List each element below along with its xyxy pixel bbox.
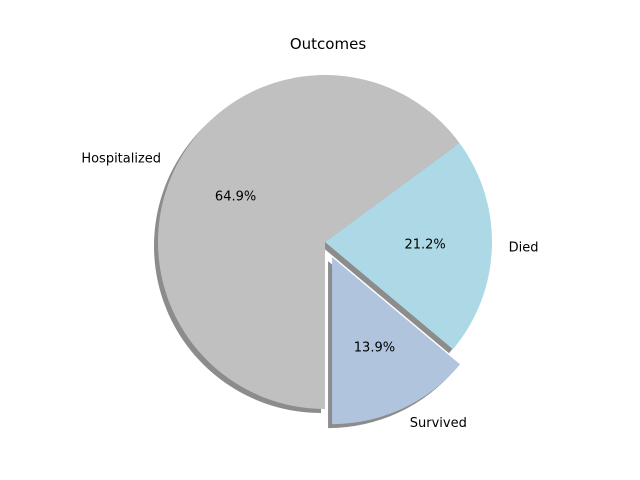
slice-label-died: Died <box>509 240 539 255</box>
percent-label-hospitalized: 64.9% <box>215 189 256 204</box>
chart-title: Outcomes <box>290 35 366 53</box>
pie-slice-survived <box>332 257 461 425</box>
pie-slice-died <box>325 142 493 350</box>
slice-label-hospitalized: Hospitalized <box>81 152 161 167</box>
pie-slice-hospitalized <box>158 75 460 409</box>
label-layer: Survived 13.9% Died 21.2% Hospitalized 64.9% <box>81 152 538 431</box>
percent-label-survived: 13.9% <box>354 340 395 355</box>
slice-layer <box>158 75 493 425</box>
percent-label-died: 21.2% <box>404 238 445 253</box>
slice-label-survived: Survived <box>410 416 467 431</box>
